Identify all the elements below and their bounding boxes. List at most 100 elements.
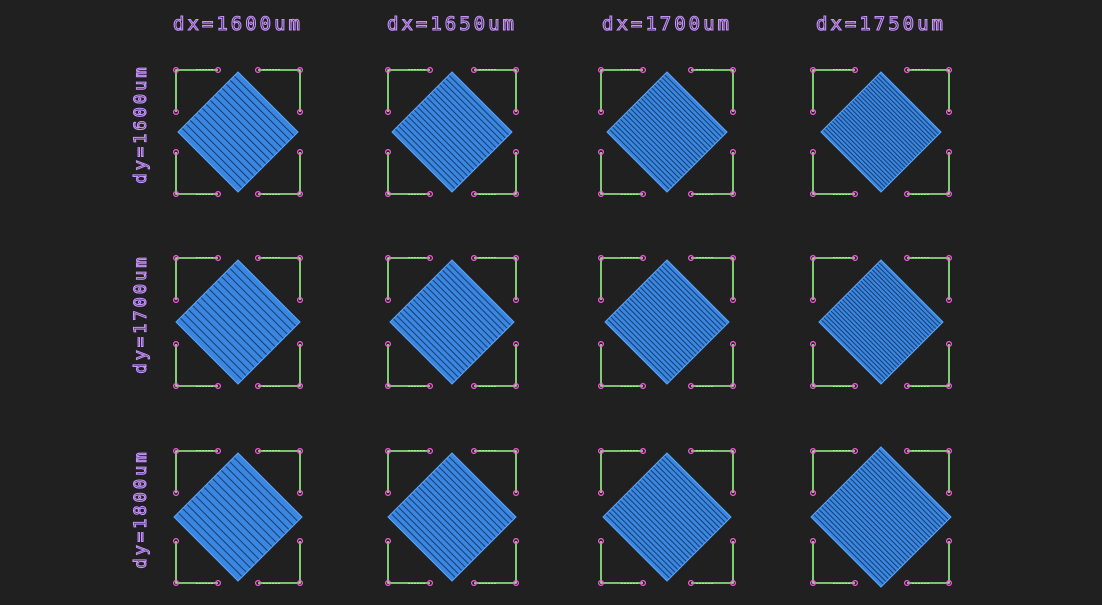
diamond-pattern bbox=[604, 259, 730, 385]
stripe bbox=[661, 72, 727, 192]
alignment-brackets bbox=[809, 66, 952, 198]
diamond-pattern bbox=[810, 446, 952, 588]
pin-marker bbox=[297, 490, 304, 497]
cell-r1-c2 bbox=[385, 66, 519, 198]
pin-marker bbox=[173, 191, 180, 198]
diamond bbox=[176, 260, 300, 384]
stripe bbox=[853, 260, 943, 384]
stripe bbox=[605, 260, 684, 384]
pin-marker bbox=[903, 383, 910, 390]
pin-marker bbox=[255, 383, 262, 390]
diamond-outline bbox=[818, 259, 944, 385]
stripe bbox=[178, 72, 271, 192]
pin-marker bbox=[809, 448, 816, 455]
pin-marker bbox=[639, 383, 646, 390]
stripe bbox=[811, 447, 892, 587]
diamond-pattern bbox=[391, 71, 513, 193]
stripe bbox=[220, 453, 302, 581]
pin-marker bbox=[471, 383, 478, 390]
pin-marker bbox=[945, 579, 952, 586]
stripe bbox=[857, 260, 943, 384]
pin-marker bbox=[173, 108, 180, 115]
pin-marker bbox=[903, 579, 910, 586]
pin-marker bbox=[597, 341, 604, 348]
stripe bbox=[176, 260, 247, 384]
pin-marker bbox=[255, 255, 262, 262]
stripe bbox=[417, 453, 516, 581]
pin-marker bbox=[945, 341, 952, 348]
stripe bbox=[174, 453, 256, 581]
pin-marker bbox=[597, 149, 604, 156]
stripe bbox=[811, 447, 923, 587]
stripe bbox=[392, 72, 472, 192]
pin-marker bbox=[173, 537, 180, 544]
stripe bbox=[865, 447, 951, 587]
stripe bbox=[432, 72, 512, 192]
pin-marker bbox=[903, 191, 910, 198]
diamond-outline bbox=[175, 259, 301, 385]
pin-marker bbox=[385, 255, 392, 262]
pin-marker bbox=[903, 66, 910, 73]
stripe bbox=[811, 447, 908, 587]
diamond-pattern bbox=[177, 71, 299, 193]
diamond-stripes bbox=[392, 72, 512, 192]
pin-marker bbox=[471, 579, 478, 586]
pin-marker bbox=[173, 383, 180, 390]
stripe bbox=[848, 260, 943, 384]
row-label-3: dy=1800um bbox=[131, 449, 151, 568]
pin-marker bbox=[385, 297, 392, 304]
diamond-outline bbox=[177, 71, 299, 193]
diamond bbox=[607, 72, 727, 192]
pin-marker bbox=[173, 579, 180, 586]
pin-marker bbox=[945, 149, 952, 156]
pin-marker bbox=[385, 341, 392, 348]
pin-marker bbox=[512, 297, 519, 304]
diamond-outline bbox=[604, 259, 730, 385]
pin-marker bbox=[385, 383, 392, 390]
stripe bbox=[854, 447, 951, 587]
stripe bbox=[392, 72, 478, 192]
pin-marker bbox=[597, 191, 604, 198]
stripe bbox=[862, 72, 941, 192]
stripe bbox=[656, 72, 727, 192]
diamond-pattern bbox=[389, 259, 515, 385]
stripe bbox=[603, 453, 690, 581]
stripe bbox=[819, 260, 905, 384]
stripe bbox=[605, 260, 673, 384]
stripe bbox=[819, 260, 891, 384]
stripe bbox=[849, 447, 951, 587]
stripe bbox=[819, 260, 886, 384]
stripe bbox=[174, 453, 247, 581]
stripe bbox=[839, 447, 951, 587]
pin-marker bbox=[297, 255, 304, 262]
pin-marker bbox=[173, 255, 180, 262]
stripe bbox=[388, 453, 480, 581]
pin-marker bbox=[215, 448, 222, 455]
alignment-brackets bbox=[809, 448, 952, 586]
pin-marker bbox=[427, 579, 434, 586]
stripe bbox=[439, 72, 512, 192]
pin-marker bbox=[729, 341, 736, 348]
stripe bbox=[174, 453, 264, 581]
pin-marker bbox=[385, 537, 392, 544]
pin-marker bbox=[687, 66, 694, 73]
pin-marker bbox=[597, 383, 604, 390]
pin-marker bbox=[729, 191, 736, 198]
pin-marker bbox=[297, 341, 304, 348]
pin-marker bbox=[215, 383, 222, 390]
stripe bbox=[390, 260, 459, 384]
stripe bbox=[605, 260, 695, 384]
stripe bbox=[819, 260, 896, 384]
column-labels: dx=1600um dx=1650um dx=1700um dx=1750um bbox=[172, 12, 943, 35]
stripe bbox=[875, 447, 951, 587]
stripe bbox=[212, 260, 300, 384]
pin-marker bbox=[687, 191, 694, 198]
stripe bbox=[221, 72, 298, 192]
stripe bbox=[605, 260, 700, 384]
stripe bbox=[390, 260, 472, 384]
stripe bbox=[411, 453, 516, 581]
stripe bbox=[811, 447, 887, 587]
pin-marker bbox=[255, 448, 262, 455]
pin-marker bbox=[851, 66, 858, 73]
